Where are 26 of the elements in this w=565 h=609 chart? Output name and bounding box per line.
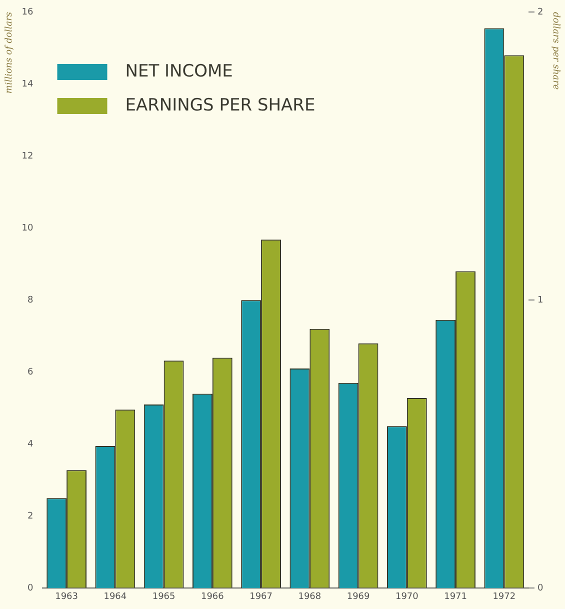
y-tick-label: 2 — [28, 512, 34, 522]
y-tick-label: 14 — [22, 79, 34, 90]
y2-tick-label: 0 — [537, 584, 544, 594]
x-tick-label: 1971 — [444, 592, 467, 602]
x-tick-label: 1963 — [55, 592, 78, 602]
legend-label: NET INCOME — [125, 61, 233, 82]
x-tick-label: 1972 — [492, 592, 516, 602]
y2-axis-title: dollars per share — [550, 12, 560, 90]
y2-tick-label: 1 — [537, 295, 544, 306]
x-tick-label: 1968 — [298, 592, 322, 602]
x-tick-label: 1970 — [395, 592, 419, 602]
x-tick-label: 1964 — [104, 592, 127, 602]
y-tick-label: 4 — [28, 439, 34, 450]
y-tick-label: 6 — [28, 367, 34, 378]
x-tick-label: 1969 — [346, 592, 370, 602]
x-tick-label: 1966 — [200, 592, 224, 602]
x-tick-label: 1967 — [250, 592, 273, 602]
y-tick-label: 12 — [22, 151, 34, 162]
y-tick-label: 16 — [22, 7, 34, 18]
y2-tick-label: 2 — [537, 7, 544, 18]
legend-label: EARNINGS PER SHARE — [125, 95, 316, 116]
y-tick-label: 10 — [22, 223, 34, 234]
x-tick-label: 1965 — [152, 592, 176, 602]
y-tick-label: 8 — [28, 295, 34, 306]
y-axis-title: millions of dollars — [4, 12, 15, 94]
y-tick-label: 0 — [28, 584, 34, 594]
